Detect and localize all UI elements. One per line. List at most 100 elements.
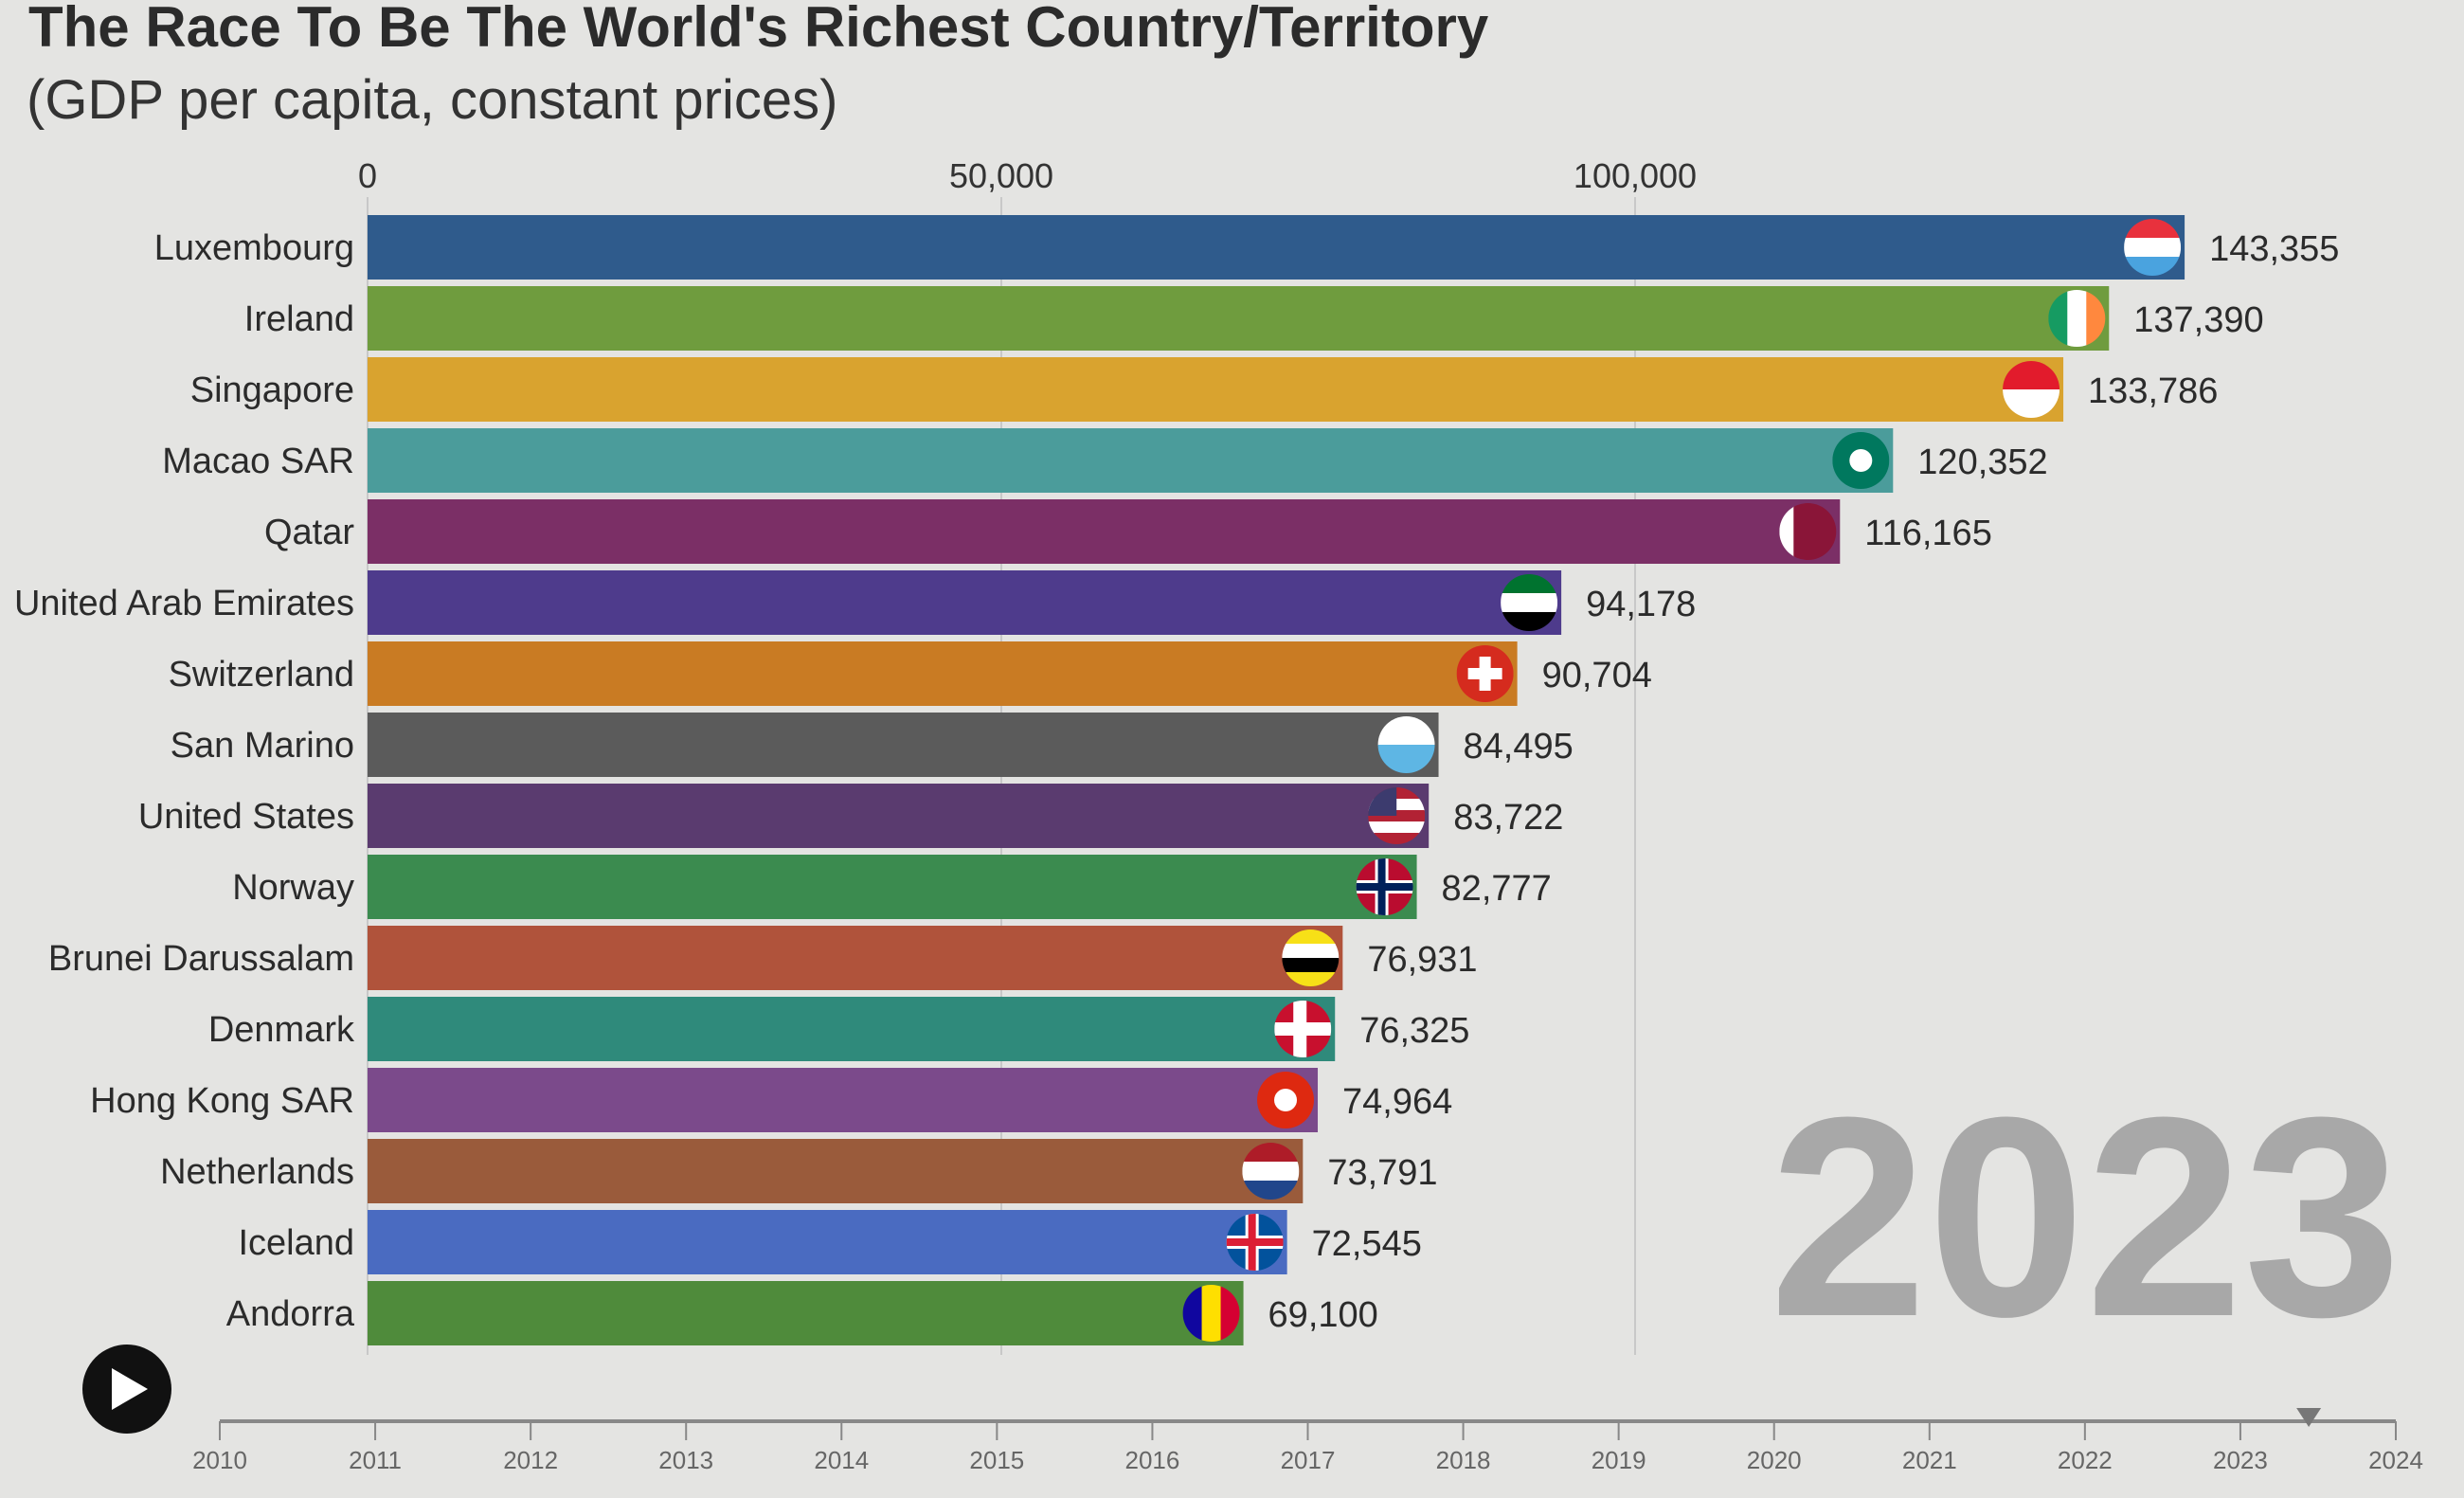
year-tick-label: 2011 [349,1446,402,1474]
bar [368,215,2185,280]
value-label: 69,100 [1268,1295,1378,1335]
category-label: Norway [232,868,354,908]
category-label: Brunei Darussalam [48,939,354,979]
play-button[interactable] [82,1345,171,1434]
category-label: Andorra [226,1294,355,1334]
slider-handle[interactable] [2296,1408,2322,1427]
value-label: 120,352 [1917,442,2047,482]
luxembourg-flag-icon [2124,219,2182,276]
category-label: Switzerland [169,655,354,695]
macao-flag-icon [1832,432,1890,489]
value-label: 76,325 [1359,1011,1469,1051]
chart-title: The Race To Be The World's Richest Count… [28,0,1489,59]
year-tick-label: 2017 [1281,1446,1336,1474]
category-label: Hong Kong SAR [90,1081,354,1121]
bar-group: Singapore 133,786 [190,357,2218,422]
category-label: Denmark [208,1010,355,1050]
play-icon [112,1368,148,1410]
united-states-flag-icon [1368,787,1426,844]
bar [368,997,1336,1061]
bar-group: Denmark 76,325 [208,997,1469,1061]
chart-subtitle: (GDP per capita, constant prices) [27,69,838,131]
bar-group: Iceland 72,545 [238,1210,1422,1274]
bar [368,926,1343,990]
category-label: Qatar [264,513,354,552]
value-label: 82,777 [1442,869,1552,909]
value-label: 143,355 [2209,229,2339,269]
hong-kong-flag-icon [1257,1072,1315,1128]
x-tick-label: 0 [358,156,377,195]
bar-group: Luxembourg 143,355 [154,215,2339,280]
bar-group: United States 83,722 [138,784,1563,848]
year-tick-label: 2015 [969,1446,1024,1474]
year-tick-label: 2021 [1902,1446,1957,1474]
category-label: United States [138,797,354,837]
bar [368,570,1562,635]
value-label: 74,964 [1342,1082,1452,1122]
x-tick-label: 50,000 [949,156,1053,195]
netherlands-flag-icon [1242,1143,1300,1200]
value-label: 137,390 [2133,300,2263,340]
category-label: United Arab Emirates [14,584,354,623]
bar-group: Switzerland 90,704 [169,641,1652,706]
value-label: 94,178 [1586,585,1696,624]
bar [368,641,1518,706]
category-label: Netherlands [160,1152,354,1192]
year-slider[interactable]: 2010 2011 2012 2013 2014 2015 2016 2017 2018 2019… [192,1408,2423,1474]
bar [368,357,2064,422]
bar-group: Andorra 69,100 [226,1281,1378,1345]
current-year-label: 2023 [1770,1057,2401,1376]
bar [368,1068,1319,1132]
category-label: Iceland [238,1223,354,1263]
bar-group: Netherlands 73,791 [160,1139,1438,1203]
bar-group: United Arab Emirates 94,178 [14,570,1696,635]
year-tick-label: 2016 [1125,1446,1180,1474]
bar [368,784,1430,848]
category-label: Ireland [244,299,354,339]
bar [368,713,1439,777]
bar [368,1281,1244,1345]
value-label: 76,931 [1367,940,1477,980]
year-tick-label: 2022 [2058,1446,2113,1474]
year-tick-label: 2020 [1747,1446,1802,1474]
value-label: 73,791 [1327,1153,1437,1193]
category-label: Singapore [190,370,354,410]
bar-group: Ireland 137,390 [244,286,2264,351]
bar-group: Macao SAR 120,352 [162,428,2048,493]
bar-group: San Marino 84,495 [171,713,1574,777]
bar-group: Qatar 116,165 [264,499,1992,564]
denmark-flag-icon [1274,1001,1332,1057]
year-tick-label: 2024 [2368,1446,2423,1474]
value-label: 83,722 [1453,798,1563,838]
value-label: 133,786 [2088,371,2218,411]
bar-group: Brunei Darussalam 76,931 [48,926,1478,990]
year-tick-label: 2019 [1592,1446,1646,1474]
andorra-flag-icon [1182,1285,1240,1342]
year-tick-label: 2013 [658,1446,713,1474]
bar [368,428,1894,493]
value-label: 84,495 [1464,727,1574,767]
bar-group: Hong Kong SAR 74,964 [90,1068,1452,1132]
bar-group: Norway 82,777 [232,855,1552,919]
iceland-flag-icon [1226,1214,1284,1271]
bar [368,286,2110,351]
year-tick-label: 2010 [192,1446,247,1474]
uae-flag-icon [1501,574,1558,631]
category-label: Luxembourg [154,228,354,268]
bar [368,855,1417,919]
year-tick-label: 2023 [2213,1446,2268,1474]
bar [368,499,1841,564]
value-label: 72,545 [1312,1224,1422,1264]
value-label: 90,704 [1542,656,1652,695]
ireland-flag-icon [2048,290,2106,347]
norway-flag-icon [1356,858,1413,915]
category-label: San Marino [171,726,354,766]
value-label: 116,165 [1864,514,1992,553]
switzerland-flag-icon [1456,645,1514,702]
year-tick-label: 2012 [503,1446,558,1474]
bar [368,1139,1304,1203]
year-tick-label: 2014 [814,1446,869,1474]
category-label: Macao SAR [162,442,354,481]
year-tick-label: 2018 [1436,1446,1491,1474]
